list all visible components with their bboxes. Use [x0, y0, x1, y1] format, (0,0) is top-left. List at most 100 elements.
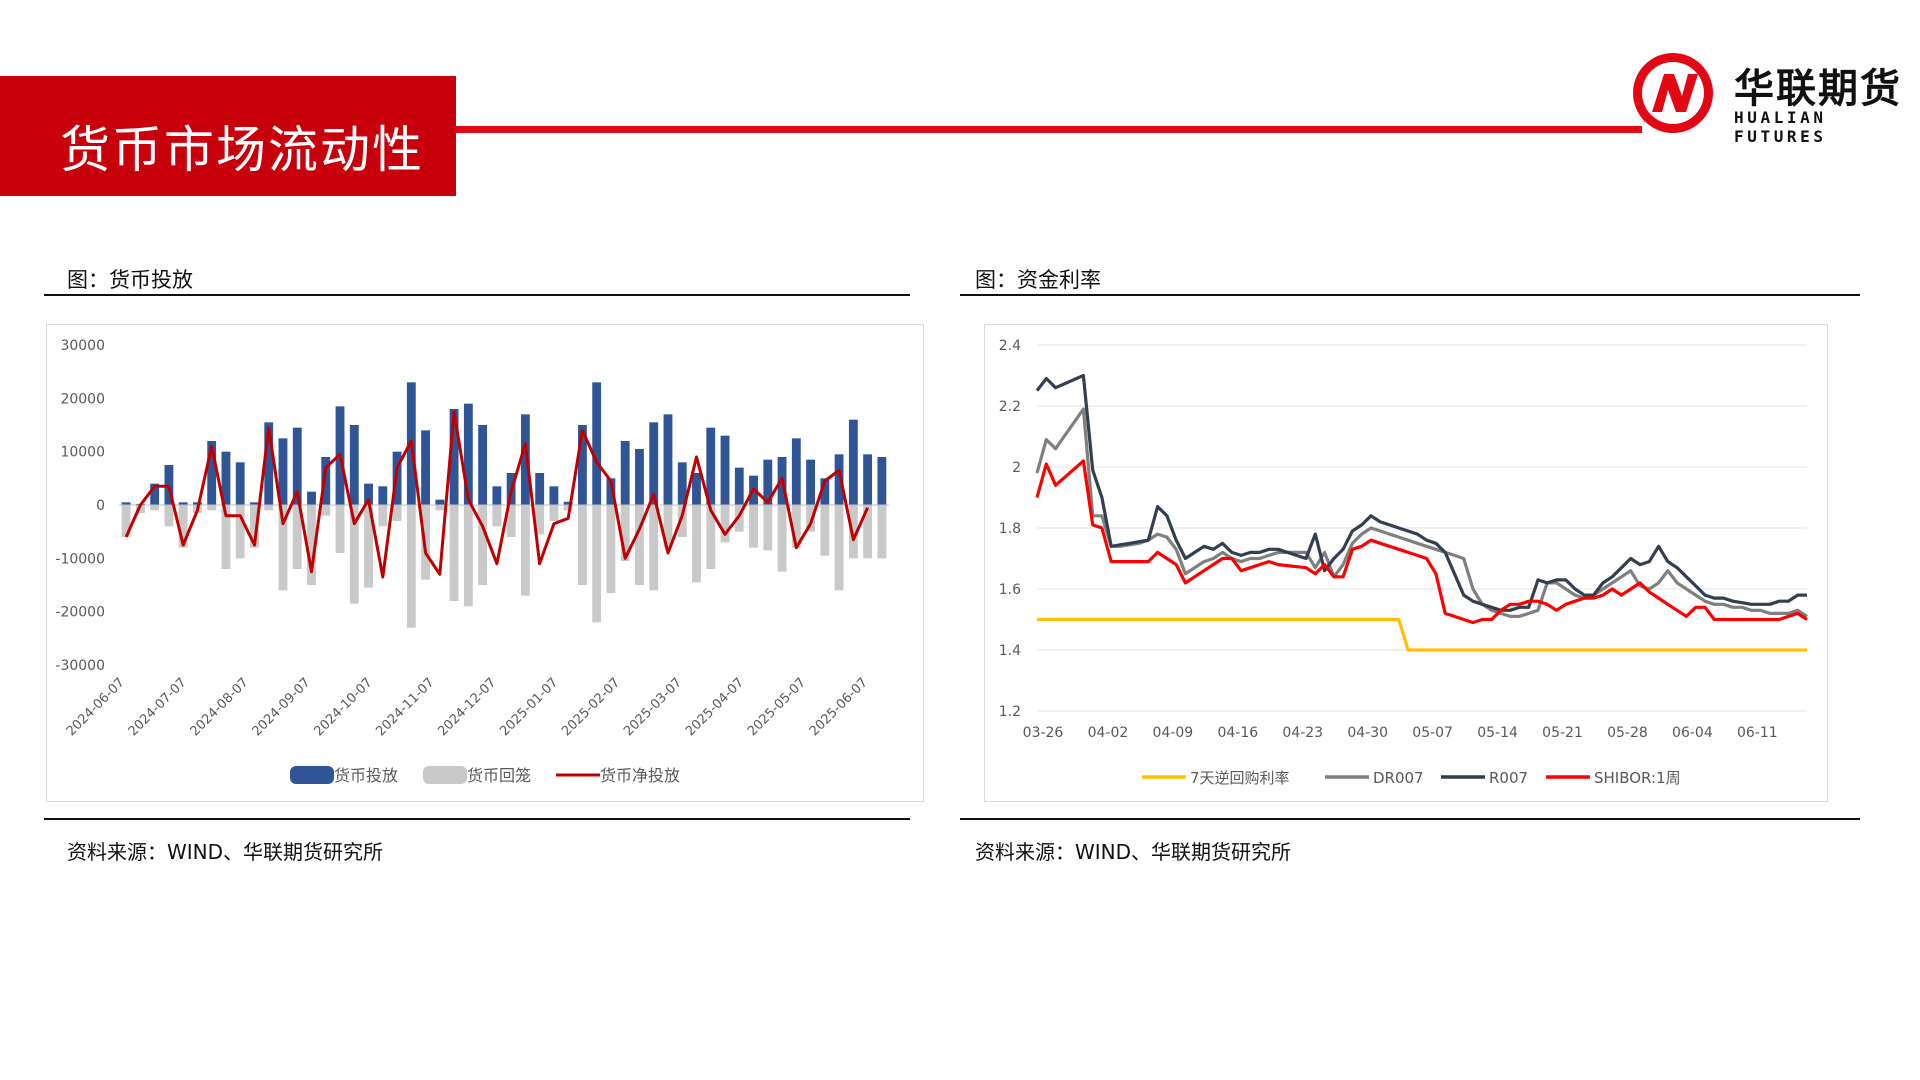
rate-series-line — [1035, 373, 1807, 612]
withdrawal-bar — [549, 505, 559, 521]
supply-bar — [449, 409, 459, 505]
right-chart-caption: 图：资金利率 — [975, 268, 1101, 292]
withdrawal-bar — [806, 505, 815, 532]
supply-bar — [606, 478, 616, 505]
withdrawal-bar — [848, 505, 858, 559]
x-tick-label: 03-26 — [1023, 725, 1064, 741]
logo-english-name: HUALIAN FUTURES — [1734, 108, 1827, 146]
withdrawal-bar — [492, 505, 502, 527]
x-tick-label: 2024-11-07 — [373, 675, 437, 739]
withdrawal-bar — [734, 505, 744, 532]
y-tick-label: 2 — [1012, 460, 1021, 476]
supply-bar — [663, 414, 673, 505]
supply-bar — [321, 457, 331, 505]
y-tick-label: 20000 — [60, 391, 105, 407]
x-tick-label: 2025-01-07 — [497, 675, 561, 739]
withdrawal-bar — [135, 505, 145, 513]
left-source-note: 资料来源：WIND、华联期货研究所 — [67, 840, 384, 864]
supply-bar — [278, 438, 288, 505]
left-chart-caption: 图：货币投放 — [67, 268, 193, 292]
legend-label: 货币净投放 — [600, 766, 680, 785]
x-tick-label: 04-09 — [1153, 725, 1194, 741]
withdrawal-bar — [592, 505, 602, 623]
x-tick-label: 2025-05-07 — [745, 675, 809, 739]
x-tick-label: 2024-06-07 — [64, 675, 128, 739]
supply-bar — [806, 459, 815, 505]
supply-bar — [520, 414, 530, 505]
withdrawal-bar — [506, 505, 516, 537]
legend-swatch — [290, 766, 334, 784]
withdrawal-bar — [264, 505, 274, 511]
x-tick-label: 2025-04-07 — [683, 675, 747, 739]
withdrawal-bar — [207, 505, 217, 511]
withdrawal-bar — [150, 505, 160, 511]
supply-bar — [620, 441, 630, 505]
right-source-rule — [960, 818, 1860, 820]
interest-rate-chart: 2.4 2.2 2 1.8 1.6 1.4 1.203-26 04-02 04-09 04-16 0… — [999, 338, 1808, 787]
withdrawal-bar — [378, 505, 388, 527]
withdrawal-bar — [749, 505, 758, 548]
withdrawal-bar — [364, 505, 373, 588]
y-tick-label: 0 — [96, 498, 105, 514]
withdrawal-bar — [649, 505, 659, 591]
supply-bar — [549, 486, 559, 505]
x-tick-label: 2024-07-07 — [126, 675, 190, 739]
x-tick-label: 04-23 — [1282, 725, 1323, 741]
x-tick-label: 2025-02-07 — [559, 675, 623, 739]
right-source-note: 资料来源：WIND、华联期货研究所 — [975, 840, 1292, 864]
rate-series-line — [1035, 407, 1808, 618]
money-supply-chart-frame: 30000 20000 10000 0 -10000 -20000 -30000 2024-0… — [46, 324, 924, 802]
withdrawal-bar — [820, 505, 830, 556]
supply-bar — [421, 430, 430, 505]
withdrawal-bar — [392, 505, 402, 521]
withdrawal-bar — [178, 505, 188, 548]
withdrawal-bar — [834, 505, 844, 591]
y-tick-label: 1.8 — [999, 521, 1021, 537]
left-caption-rule — [44, 294, 910, 296]
withdrawal-bar — [863, 505, 873, 559]
withdrawal-bar — [606, 505, 616, 593]
y-tick-label: -30000 — [55, 658, 105, 674]
x-tick-label: 2024-12-07 — [435, 675, 499, 739]
supply-bar — [492, 486, 502, 505]
y-tick-label: 1.6 — [999, 582, 1021, 598]
withdrawal-bar — [635, 505, 644, 585]
legend-label: 7天逆回购利率 — [1190, 769, 1290, 787]
withdrawal-bar — [321, 505, 331, 516]
x-tick-label: 2024-08-07 — [188, 675, 252, 739]
title-underline — [456, 126, 1642, 133]
supply-bar — [364, 483, 373, 505]
rate-series-line — [1037, 617, 1807, 652]
x-tick-label: 06-11 — [1737, 725, 1778, 741]
supply-bar — [478, 425, 488, 505]
y-tick-label: 10000 — [60, 445, 105, 461]
withdrawal-bar — [121, 505, 131, 537]
supply-bar — [877, 457, 887, 505]
withdrawal-bar — [449, 505, 459, 601]
withdrawal-bar — [292, 505, 302, 569]
supply-bar — [121, 502, 131, 505]
supply-bar — [378, 486, 388, 505]
withdrawal-bar — [677, 505, 687, 537]
x-tick-label: 04-30 — [1347, 725, 1388, 741]
left-source-rule — [44, 818, 910, 820]
supply-bar — [349, 425, 359, 505]
brand-logo — [1633, 53, 1713, 133]
supply-bar — [863, 454, 873, 505]
supply-bar — [178, 502, 188, 505]
x-tick-label: 05-14 — [1477, 725, 1518, 741]
withdrawal-bar — [877, 505, 887, 559]
withdrawal-bar — [777, 505, 787, 572]
y-tick-label: 1.4 — [999, 643, 1021, 659]
supply-bar — [692, 473, 701, 505]
supply-bar — [221, 451, 231, 505]
withdrawal-bar — [663, 505, 673, 548]
interest-rate-chart-frame: 2.4 2.2 2 1.8 1.6 1.4 1.2 03-26 04-02 04-09 04-16 0… — [984, 324, 1828, 802]
withdrawal-bar — [478, 505, 488, 585]
withdrawal-bar — [535, 505, 545, 535]
withdrawal-bar — [692, 505, 701, 583]
x-tick-label: 05-07 — [1412, 725, 1453, 741]
legend-label: SHIBOR:1周 — [1594, 769, 1681, 787]
withdrawal-bar — [349, 505, 359, 604]
x-tick-label: 04-16 — [1217, 725, 1258, 741]
